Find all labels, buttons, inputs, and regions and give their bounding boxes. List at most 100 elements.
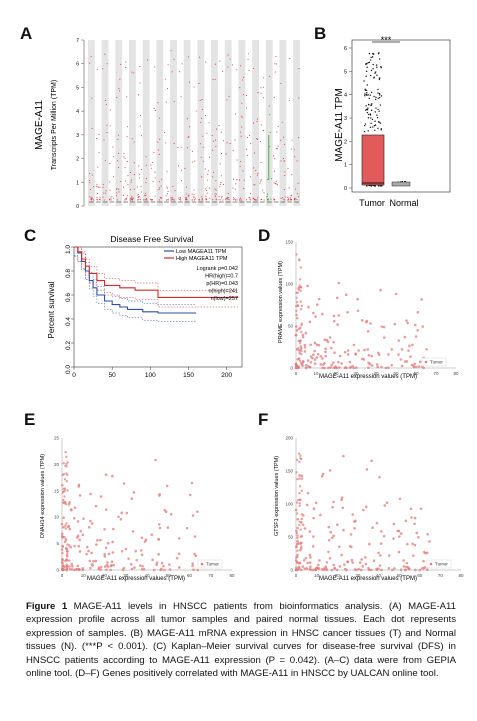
scatter-point [298,477,302,480]
scatter-point [65,552,69,556]
scatter-point [64,538,68,541]
scatter-point [105,568,108,572]
panel-c-stat: n(high)=241 [208,289,238,295]
panel-a-dot [140,135,142,137]
scatter-x-tick-label: 30 [353,371,359,376]
panel-a-dot [191,199,193,201]
panel-b-tumor-point [376,74,378,76]
panel-a-dot [291,174,293,176]
panel-a-dot [138,177,140,179]
panel-a-dot [108,198,111,200]
panel-a-y-tick-label: 1 [76,180,79,186]
scatter-point [346,353,350,356]
panel-a-dot [254,184,256,186]
panel-a-dot [256,138,258,140]
panel-c-y-tick-label: 0.0 [65,365,72,374]
panel-a-dot [117,160,119,162]
panel-a-dot [104,192,107,194]
panel-a-dot [164,132,166,134]
scatter-point [62,535,66,539]
panel-b-tumor-point [378,77,381,79]
panel-a-dot [227,54,229,56]
scatter-point [304,366,308,370]
panel-a-dot [138,196,140,198]
panel-a-dot [287,168,289,170]
panel-a-dot [256,174,258,176]
panel-a-column-band [101,40,109,206]
scatter-point [407,349,410,352]
panel-a-dot [126,96,128,98]
scatter-point [65,479,69,483]
scatter-point [368,362,372,366]
panel-a-dot [269,146,271,148]
panel-b-tumor-point [366,108,368,111]
scatter-point [68,501,71,504]
panel-a-dot [136,186,138,188]
scatter-point [96,539,99,542]
scatter-point [296,517,300,521]
scatter-point [299,535,303,539]
panel-a-dot [193,86,195,88]
panel-a-dot [277,145,279,147]
panel-a-dot [268,105,270,107]
scatter-point [65,455,68,459]
panel-e-chart: DNAH14 expression values (TPM) 0 10 20 30 40… [40,436,235,583]
panel-a-dot [118,191,120,193]
panel-a-dot [226,99,228,101]
panel-a-dot [133,141,135,143]
panel-a-dot [274,63,276,65]
panel-a-dot [206,189,208,192]
panel-c-y-tick-label: 0.6 [65,293,72,302]
scatter-x-tick-label: 40 [376,573,382,578]
panel-a-dot [159,196,161,199]
panel-a-dot [215,180,217,182]
panel-a-dot [263,192,265,194]
panel-a-dot [131,179,133,181]
panel-a-dot [261,199,263,201]
panel-a-dot [89,62,91,64]
scatter-point [297,542,301,545]
panel-a-dot [289,198,292,200]
scatter-point [297,561,301,565]
scatter-point [61,483,64,487]
scatter-point [398,497,402,501]
panel-b-y-axis-label: MAGE-A11 TPM [334,88,345,162]
panel-a-column-band [252,40,259,206]
scatter-point [130,567,134,571]
scatter-point [298,474,301,477]
scatter-point [414,568,417,572]
scatter-point [399,358,403,361]
scatter-point [323,361,326,365]
scatter-point [305,567,309,570]
panel-a-dot [150,167,152,169]
panel-a-dot [118,152,120,154]
scatter-point [305,503,309,507]
panel-d-label: D [258,226,271,245]
panel-a-dot [214,188,216,190]
scatter-point [295,329,299,332]
scatter-point [370,354,373,358]
panel-a-dot [287,196,289,198]
panel-b-tumor-point [372,126,374,128]
scatter-point [191,514,195,517]
panel-a-dot [133,174,135,176]
scatter-point [168,563,171,566]
panel-b-tumor-point [365,63,367,65]
panel-a-dot [273,182,275,184]
panel-a-dot [167,187,169,189]
scatter-point [76,534,80,538]
scatter-point [117,515,120,519]
scatter-point [61,501,65,504]
panel-a-dot [236,159,238,161]
panel-a-dot [181,63,183,65]
scatter-point [364,505,368,509]
panel-b-tumor-point [377,92,379,94]
panel-a-dot [298,137,300,139]
scatter-point [294,556,298,559]
scatter-point [375,521,379,525]
panel-a-dot [201,198,203,200]
scatter-point [378,564,382,567]
panel-a-dot [201,199,203,201]
scatter-point [68,565,71,568]
panel-a-y-tick-label: 7 [76,38,79,44]
